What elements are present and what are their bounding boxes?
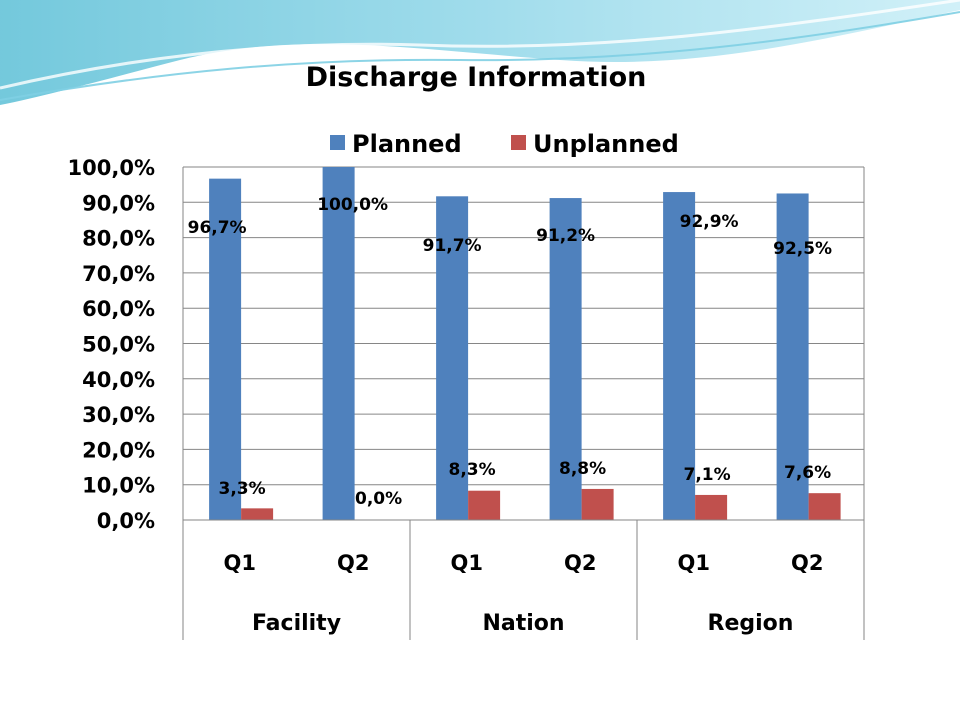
y-tick-label: 30,0% — [82, 403, 155, 427]
data-label-planned: 96,7% — [188, 218, 247, 238]
bar-planned — [209, 178, 242, 521]
legend: Planned Unplanned — [330, 130, 679, 158]
legend-label-unplanned: Unplanned — [533, 130, 679, 158]
data-label-unplanned: 3,3% — [219, 479, 266, 499]
bar-planned — [436, 196, 469, 520]
data-label-planned: 100,0% — [317, 195, 388, 215]
y-tick-label: 70,0% — [82, 262, 155, 286]
data-label-planned: 91,2% — [536, 226, 595, 246]
y-tick-label: 50,0% — [82, 333, 155, 357]
y-tick-label: 100,0% — [68, 156, 155, 180]
x-tick-label: Q2 — [791, 551, 823, 575]
data-label-unplanned: 8,8% — [559, 459, 606, 479]
bar-unplanned — [581, 488, 614, 520]
data-label-unplanned: 8,3% — [449, 460, 496, 480]
gridlines — [183, 166, 864, 521]
group-label: Nation — [482, 611, 564, 636]
x-tick-label: Q1 — [224, 551, 256, 575]
group-label: Region — [708, 611, 794, 636]
group-label: Facility — [252, 611, 341, 636]
bars — [209, 167, 841, 521]
y-tick-label: 80,0% — [82, 227, 155, 251]
y-axis: 0,0% 10,0% 20,0% 30,0% 40,0% 50,0% 60,0% 70,0% 8… — [68, 156, 865, 533]
data-label-planned: 91,7% — [423, 236, 482, 256]
chart-title: Discharge Information — [306, 62, 647, 93]
y-tick-label: 0,0% — [97, 509, 155, 533]
data-label-unplanned: 7,1% — [684, 465, 731, 485]
legend-swatch-planned — [330, 135, 345, 150]
y-tick-label: 10,0% — [82, 474, 155, 498]
x-tick-label: Q1 — [678, 551, 710, 575]
data-label-unplanned: 0,0% — [355, 489, 402, 509]
data-label-planned: 92,5% — [773, 239, 832, 259]
header-wave-decoration — [0, 0, 960, 105]
bar-planned — [322, 167, 355, 520]
bar-planned — [549, 198, 582, 520]
y-tick-label: 20,0% — [82, 438, 155, 462]
data-label-unplanned: 7,6% — [784, 463, 831, 483]
data-label-planned: 92,9% — [680, 212, 739, 232]
x-tick-label: Q2 — [337, 551, 369, 575]
bar-unplanned — [695, 494, 728, 520]
x-axis: Q1 Q2 Q1 Q2 Q1 Q2 Facility Nation Region — [182, 519, 865, 640]
y-tick-label: 40,0% — [82, 368, 155, 392]
y-tick-label: 60,0% — [82, 297, 155, 321]
bar-planned — [776, 193, 809, 520]
legend-swatch-unplanned — [511, 135, 526, 150]
bar-planned — [663, 192, 696, 521]
x-tick-label: Q2 — [564, 551, 596, 575]
bar-unplanned — [468, 490, 501, 520]
y-tick-label: 90,0% — [82, 191, 155, 215]
legend-label-planned: Planned — [352, 130, 462, 158]
bar-unplanned — [808, 493, 841, 520]
data-labels: 96,7% 3,3% 100,0% 0,0% 91,7% 8,3% 91,2% 8,8% 92,… — [188, 195, 832, 509]
bar-unplanned — [241, 508, 274, 520]
x-tick-label: Q1 — [451, 551, 483, 575]
